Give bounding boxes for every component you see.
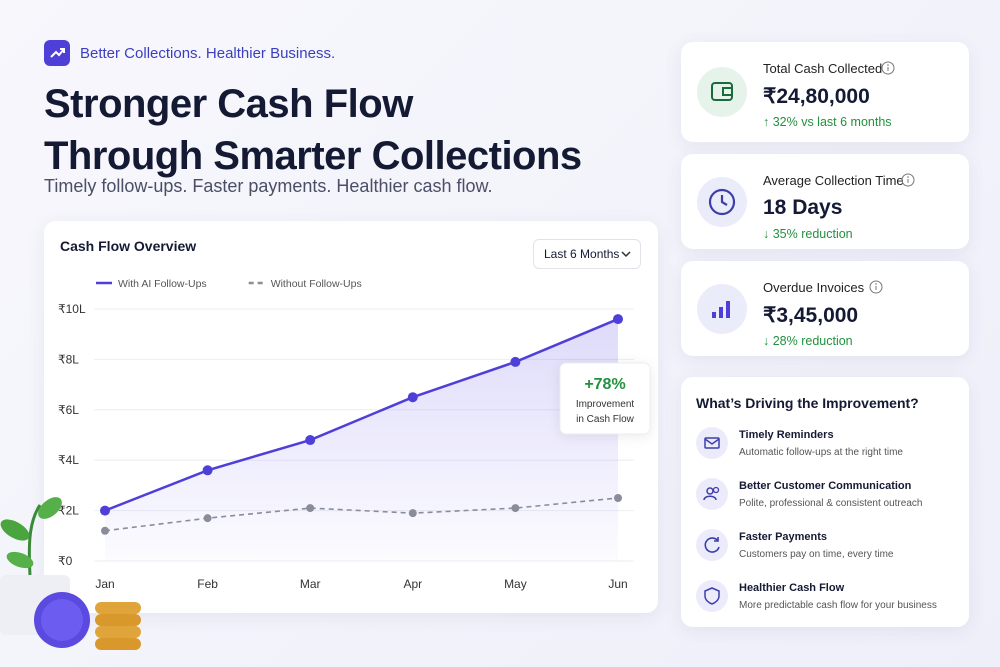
point: [203, 514, 212, 523]
driver-desc: Customers pay on time, every time: [739, 549, 894, 560]
stat-icon: [697, 67, 747, 117]
stat-value: ₹24,80,000: [763, 85, 870, 108]
point: [202, 465, 213, 476]
info-icon: [881, 61, 895, 80]
stat-title: Total Cash Collected: [763, 61, 883, 76]
title-line: Stronger Cash Flow: [44, 82, 413, 126]
subtitle: Timely follow-ups. Faster payments. Heal…: [44, 176, 493, 196]
point: [613, 314, 623, 325]
y-tick-label: ₹8L: [58, 352, 79, 366]
point: [511, 504, 520, 513]
stat-card: Overdue Invoices ₹3,45,000 ↓ 28% reduction: [681, 261, 969, 356]
tag-text: Better Collections. Healthier Business.: [80, 44, 336, 62]
stat-card: Total Cash Collected ₹24,80,000 ↑ 32% vs l…: [681, 42, 969, 142]
y-tick-label: ₹10L: [58, 302, 86, 316]
x-tick-label: Jun: [608, 577, 627, 591]
point: [407, 392, 418, 403]
stat-title: Overdue Invoices: [763, 280, 865, 295]
x-tick-label: May: [504, 577, 527, 591]
stat-change: ↓ 35% reduction: [763, 227, 853, 241]
decoration: [0, 497, 141, 650]
stat-icon: [697, 176, 747, 227]
stat-icon: [697, 283, 747, 334]
area: [105, 319, 618, 561]
y-tick-label: ₹6L: [58, 403, 79, 417]
chart-title: Cash Flow Overview: [60, 238, 196, 254]
chart-card: Cash Flow Overview ₹0 ₹2L ₹4L ₹6L ₹8L ₹10L Jan F…: [44, 221, 658, 613]
driver-icon: [696, 478, 728, 510]
y-tick-label: ₹2L: [58, 504, 79, 518]
info-icon: [901, 173, 915, 192]
tag-icon: [44, 40, 70, 66]
driver-title: Timely Reminders: [739, 429, 834, 441]
legend-label: Without Follow-Ups: [271, 278, 362, 290]
drivers-title: What’s Driving the Improvement?: [696, 395, 919, 411]
driver-desc: More predictable cash flow for your busi…: [739, 600, 937, 611]
driver-item: Healthier Cash Flow More predictable cash…: [681, 580, 969, 620]
driver-item: Faster Payments Customers pay on time, ev…: [681, 529, 969, 569]
period-dropdown[interactable]: Last 6 Months: [533, 239, 641, 269]
stat-title: Average Collection Time: [763, 173, 904, 188]
y-tick-label: ₹0: [58, 554, 73, 568]
point: [306, 504, 315, 513]
x-tick-label: Jan: [95, 577, 114, 591]
annotation-text: Improvement: [576, 399, 635, 410]
driver-icon: [696, 427, 728, 459]
point: [408, 509, 417, 518]
stat-change: ↓ 28% reduction: [763, 334, 853, 348]
point: [100, 505, 110, 516]
drivers-card: What’s Driving the Improvement? Timely Re…: [681, 377, 969, 627]
driver-item: Better Customer Communication Polite, pro…: [681, 478, 969, 518]
annotation-value: +78%: [584, 376, 625, 393]
x-tick-label: Apr: [403, 577, 422, 591]
x-tick-label: Mar: [300, 577, 321, 591]
title-line: Through Smarter Collections: [44, 134, 582, 178]
x-tick-label: Feb: [197, 577, 218, 591]
point: [614, 494, 622, 502]
tag: Better Collections. Healthier Business.: [44, 40, 335, 66]
y-tick-label: ₹4L: [58, 453, 79, 467]
driver-item: Timely Reminders Automatic follow-ups at …: [681, 427, 969, 467]
driver-icon: [696, 580, 728, 612]
driver-title: Healthier Cash Flow: [739, 582, 845, 594]
title: Stronger Cash Flow Through Smarter Collec…: [44, 78, 582, 182]
dropdown-label: Last 6 Months: [544, 247, 620, 261]
driver-desc: Polite, professional & consistent outrea…: [739, 498, 923, 509]
driver-title: Better Customer Communication: [739, 480, 912, 492]
stat-card: Average Collection Time 18 Days ↓ 35% redu…: [681, 154, 969, 249]
info-icon: [869, 280, 883, 299]
chart: Cash Flow Overview ₹0 ₹2L ₹4L ₹6L ₹8L ₹10L Jan F…: [58, 238, 651, 591]
stat-value: 18 Days: [763, 196, 843, 219]
point: [101, 526, 109, 535]
annotation-text: in Cash Flow: [576, 414, 635, 425]
legend-label: With AI Follow-Ups: [118, 278, 207, 290]
annotation-box: [559, 362, 651, 435]
point: [305, 435, 316, 446]
stat-change: ↑ 32% vs last 6 months: [763, 115, 892, 129]
stat-value: ₹3,45,000: [763, 304, 859, 327]
driver-icon: [696, 529, 728, 561]
driver-desc: Automatic follow-ups at the right time: [739, 447, 903, 458]
point: [510, 356, 521, 367]
line: [104, 317, 619, 512]
driver-title: Faster Payments: [739, 531, 828, 543]
